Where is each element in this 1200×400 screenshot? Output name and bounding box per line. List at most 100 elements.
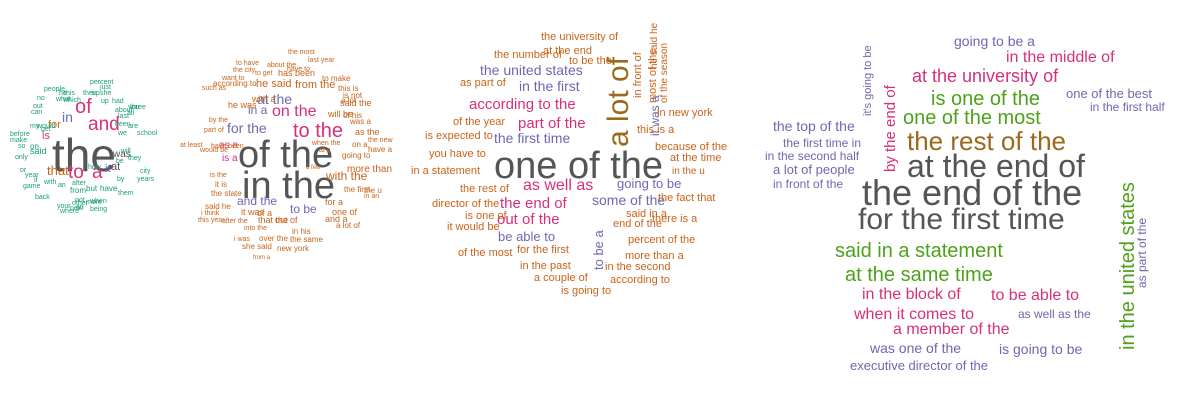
- word-going-to: going to: [342, 151, 371, 160]
- word-you-have-to: you have to: [429, 148, 486, 160]
- word-of-his: of his: [343, 111, 363, 120]
- word-in-the-block-of: in the block of: [862, 286, 961, 303]
- word-from-the: from the: [295, 79, 336, 91]
- word-the-first: the first: [344, 185, 371, 194]
- word-to-be-a: to be a: [591, 230, 606, 270]
- word-only: only: [15, 154, 28, 161]
- word-in: in: [62, 109, 73, 125]
- word-to-the: to the: [293, 120, 344, 142]
- word-has-been: has been: [278, 68, 316, 78]
- word-it: it: [105, 163, 111, 175]
- word-is-one-of: is one of: [465, 210, 507, 222]
- word-can: can: [31, 109, 43, 116]
- word-into-the: into the: [244, 225, 267, 232]
- word-it-would-be: it would be: [447, 221, 500, 233]
- word-have-to: have to: [287, 66, 310, 73]
- word-was-one-of-the: was one of the: [870, 340, 962, 356]
- word-get: get: [41, 126, 51, 133]
- word-he: he: [59, 90, 67, 97]
- word-said-in-a-statement: said in a statement: [835, 240, 1003, 262]
- word-was-a: was a: [350, 117, 371, 126]
- word-how: how: [88, 164, 101, 171]
- word-some-of-the: some of the: [592, 192, 666, 208]
- word-will: will: [121, 148, 131, 155]
- word-just: just: [100, 84, 111, 91]
- word-new: new: [70, 205, 83, 212]
- word-it-s-going-to-be: it's going to be: [862, 45, 874, 116]
- word-part-of-the: part of the: [518, 115, 586, 132]
- word-to: to: [68, 162, 84, 183]
- word-the-rest-of-the: the rest of the: [907, 126, 1066, 156]
- word-cloud-3-gram: one of the a lot of as well as according to…: [400, 0, 760, 400]
- word-to-make: to make: [322, 74, 351, 83]
- word-said-in-a: said in a: [626, 208, 667, 220]
- word-where: where: [60, 208, 80, 215]
- word-is-going-to: is going to: [561, 285, 612, 297]
- word-have: have: [100, 184, 118, 193]
- word-this-year: this year: [198, 217, 225, 224]
- word-year: year: [25, 172, 39, 179]
- word-we: we: [118, 130, 127, 137]
- word-is-a: is a: [222, 153, 238, 164]
- word-as-the: as the: [355, 127, 380, 137]
- word-been: been: [115, 121, 131, 128]
- word-three: three: [130, 104, 146, 111]
- word-at-the-end: at the end: [543, 45, 592, 57]
- word-to-get: to get: [255, 70, 273, 77]
- word-no: no: [37, 95, 45, 102]
- word-and: and: [88, 114, 120, 135]
- word-at-the-time: at the time: [670, 152, 722, 164]
- word-going-to-be: going to be: [617, 176, 682, 191]
- word-what: what: [56, 96, 71, 103]
- word-the-end-of-the: the end of the: [862, 172, 1083, 213]
- word-an: an: [58, 182, 66, 189]
- word-it-is: it is: [215, 180, 227, 189]
- word-the-most: the most: [288, 49, 315, 56]
- word-so: so: [18, 143, 26, 150]
- word-your: your: [57, 203, 71, 210]
- word-cloud-1-gram: the of and to a in is that for it at was on said peopl…: [0, 0, 230, 400]
- word-which: which: [63, 97, 81, 104]
- word-i-was: i was: [234, 236, 250, 243]
- word-at-the-end-of: at the end of: [907, 148, 1085, 184]
- word-for-the-first-time: for the first time: [858, 203, 1065, 236]
- word-the-rest-of: the rest of: [460, 183, 509, 195]
- word-them: them: [118, 190, 134, 197]
- word-on: on: [30, 142, 39, 151]
- word-according-to: according to: [610, 274, 670, 286]
- word-to-be: to be: [290, 202, 317, 216]
- word-that-the: that the: [258, 215, 289, 225]
- word-after: after: [72, 180, 87, 187]
- word-when-it-comes-to: when it comes to: [854, 306, 975, 323]
- word-as-well-as: as well as: [523, 177, 594, 194]
- word-because-of-the: because of the: [655, 141, 728, 153]
- word-up: up: [101, 98, 109, 105]
- word-in-the: in the: [242, 165, 335, 207]
- word-in-the-second-half: in the second half: [765, 149, 860, 163]
- word-you: you: [128, 104, 140, 111]
- word-after-the: after the: [222, 218, 248, 225]
- word-a-couple-of: a couple of: [534, 272, 588, 284]
- word-more-than-a: more than a: [625, 250, 684, 262]
- word-from-a: from a: [253, 255, 271, 261]
- word-is-not: is not: [343, 91, 363, 100]
- word-of-the-season: of the season: [659, 42, 670, 103]
- word-would: would: [37, 123, 56, 130]
- word-one-of: one of: [332, 207, 358, 217]
- word-such-as: such as: [202, 85, 227, 92]
- word-in-the-first-half: in the first half: [1090, 100, 1165, 114]
- word-for: for: [48, 119, 61, 131]
- word-as-part-of: as part of: [460, 77, 506, 89]
- word-the-university-of: the university of: [541, 31, 619, 43]
- word-want-to: want to: [222, 75, 245, 82]
- word-at-the: at the: [257, 91, 293, 107]
- word-are: are: [128, 123, 139, 130]
- word-more-than: more than: [347, 164, 393, 175]
- word-as-a: as a: [219, 140, 238, 151]
- word-is-expected-to: is expected to: [425, 130, 493, 142]
- word-make: make: [10, 137, 28, 144]
- word-last-year: last year: [308, 57, 335, 64]
- word-she-said: she said: [242, 242, 272, 251]
- word-the: the: [52, 129, 116, 181]
